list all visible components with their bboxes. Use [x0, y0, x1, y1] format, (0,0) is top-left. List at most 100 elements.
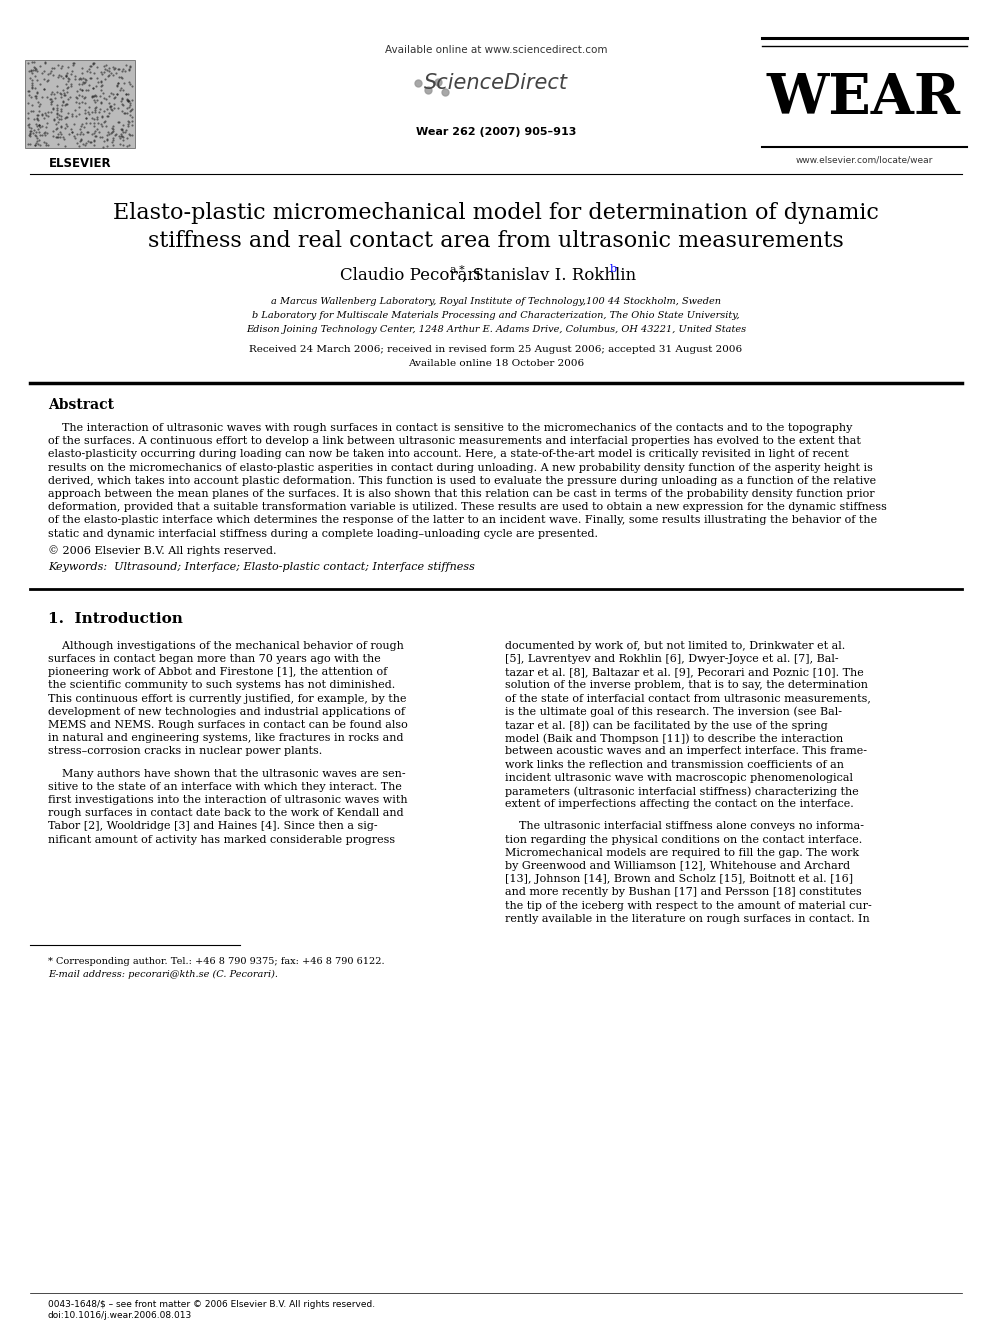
- Point: [33, 135, 49, 156]
- Point: [117, 122, 133, 143]
- Point: [104, 115, 120, 136]
- Point: [109, 74, 125, 95]
- Point: [40, 64, 56, 85]
- Point: [99, 98, 115, 119]
- Point: [20, 134, 36, 155]
- Point: [50, 123, 65, 144]
- Text: Tabor [2], Wooldridge [3] and Haines [4]. Since then a sig-: Tabor [2], Wooldridge [3] and Haines [4]…: [48, 822, 378, 831]
- Text: in natural and engineering systems, like fractures in rocks and: in natural and engineering systems, like…: [48, 733, 404, 744]
- Point: [26, 52, 42, 73]
- Point: [81, 58, 97, 79]
- Point: [110, 98, 126, 119]
- Text: [5], Lavrentyev and Rokhlin [6], Dwyer-Joyce et al. [7], Bal-: [5], Lavrentyev and Rokhlin [6], Dwyer-J…: [505, 654, 838, 664]
- Point: [64, 103, 80, 124]
- Point: [41, 101, 57, 122]
- Point: [61, 103, 76, 124]
- Point: [61, 70, 76, 91]
- Point: [55, 94, 70, 115]
- Point: [27, 135, 43, 156]
- Point: [96, 130, 112, 151]
- Point: [21, 116, 37, 138]
- Text: The interaction of ultrasonic waves with rough surfaces in contact is sensitive : The interaction of ultrasonic waves with…: [48, 423, 852, 433]
- Text: development of new technologies and industrial applications of: development of new technologies and indu…: [48, 706, 405, 717]
- Point: [88, 85, 104, 106]
- Point: [50, 75, 65, 97]
- Point: [22, 123, 38, 144]
- Point: [27, 56, 43, 77]
- Text: documented by work of, but not limited to, Drinkwater et al.: documented by work of, but not limited t…: [505, 640, 845, 651]
- Point: [32, 56, 48, 77]
- Point: [61, 77, 76, 98]
- Point: [28, 122, 44, 143]
- Point: [53, 115, 68, 136]
- Point: [75, 123, 91, 144]
- Point: [49, 103, 64, 124]
- Point: [103, 98, 119, 119]
- Point: [23, 60, 39, 81]
- Point: [82, 67, 98, 89]
- Point: [124, 75, 140, 97]
- Point: [43, 89, 59, 110]
- Point: [74, 79, 90, 101]
- Point: [113, 123, 129, 144]
- Point: [86, 90, 102, 111]
- Point: [46, 98, 62, 119]
- Text: b Laboratory for Multiscale Materials Processing and Characterization, The Ohio : b Laboratory for Multiscale Materials Pr…: [252, 311, 740, 320]
- Point: [32, 122, 48, 143]
- Point: [104, 131, 120, 152]
- Point: [45, 126, 61, 147]
- Point: [20, 115, 36, 136]
- Text: a Marcus Wallenberg Laboratory, Royal Institute of Technology,100 44 Stockholm, : a Marcus Wallenberg Laboratory, Royal In…: [271, 298, 721, 307]
- Point: [96, 110, 112, 131]
- Point: [121, 135, 137, 156]
- Point: [57, 118, 72, 139]
- Point: [22, 120, 38, 142]
- Point: [61, 67, 76, 89]
- Point: [49, 103, 64, 124]
- Text: rough surfaces in contact date back to the work of Kendall and: rough surfaces in contact date back to t…: [48, 808, 404, 818]
- Point: [69, 79, 85, 101]
- Point: [124, 114, 140, 135]
- Point: [37, 60, 53, 81]
- Point: [71, 103, 87, 124]
- Point: [77, 107, 93, 128]
- Point: [112, 79, 128, 101]
- Point: [29, 105, 45, 126]
- Point: [62, 64, 78, 85]
- Point: [104, 122, 120, 143]
- Point: [28, 87, 44, 108]
- Point: [122, 57, 138, 78]
- Text: stiffness and real contact area from ultrasonic measurements: stiffness and real contact area from ult…: [148, 230, 844, 251]
- Point: [64, 53, 80, 74]
- Point: [122, 93, 138, 114]
- Point: [34, 105, 50, 126]
- Point: [22, 126, 38, 147]
- Point: [65, 126, 81, 147]
- Point: [30, 69, 46, 90]
- Point: [91, 98, 107, 119]
- Point: [21, 85, 37, 106]
- Point: [46, 108, 62, 130]
- Point: [39, 132, 55, 153]
- Point: [85, 130, 101, 151]
- Point: [49, 99, 64, 120]
- Text: of the elasto-plastic interface which determines the response of the latter to a: of the elasto-plastic interface which de…: [48, 516, 877, 525]
- Point: [62, 119, 78, 140]
- Point: [115, 58, 131, 79]
- Point: [115, 126, 131, 147]
- Point: [24, 120, 40, 142]
- Point: [99, 130, 115, 151]
- Point: [74, 91, 90, 112]
- Point: [49, 114, 64, 135]
- Point: [64, 61, 80, 82]
- Point: [73, 57, 89, 78]
- Point: [76, 86, 92, 107]
- Text: ScienceDirect: ScienceDirect: [424, 73, 568, 93]
- Point: [45, 82, 61, 103]
- Point: [22, 134, 38, 155]
- Point: [38, 116, 54, 138]
- Text: Elasto-plastic micromechanical model for determination of dynamic: Elasto-plastic micromechanical model for…: [113, 202, 879, 224]
- Point: [84, 86, 100, 107]
- Text: © 2006 Elsevier B.V. All rights reserved.: © 2006 Elsevier B.V. All rights reserved…: [48, 545, 277, 556]
- Point: [82, 62, 98, 83]
